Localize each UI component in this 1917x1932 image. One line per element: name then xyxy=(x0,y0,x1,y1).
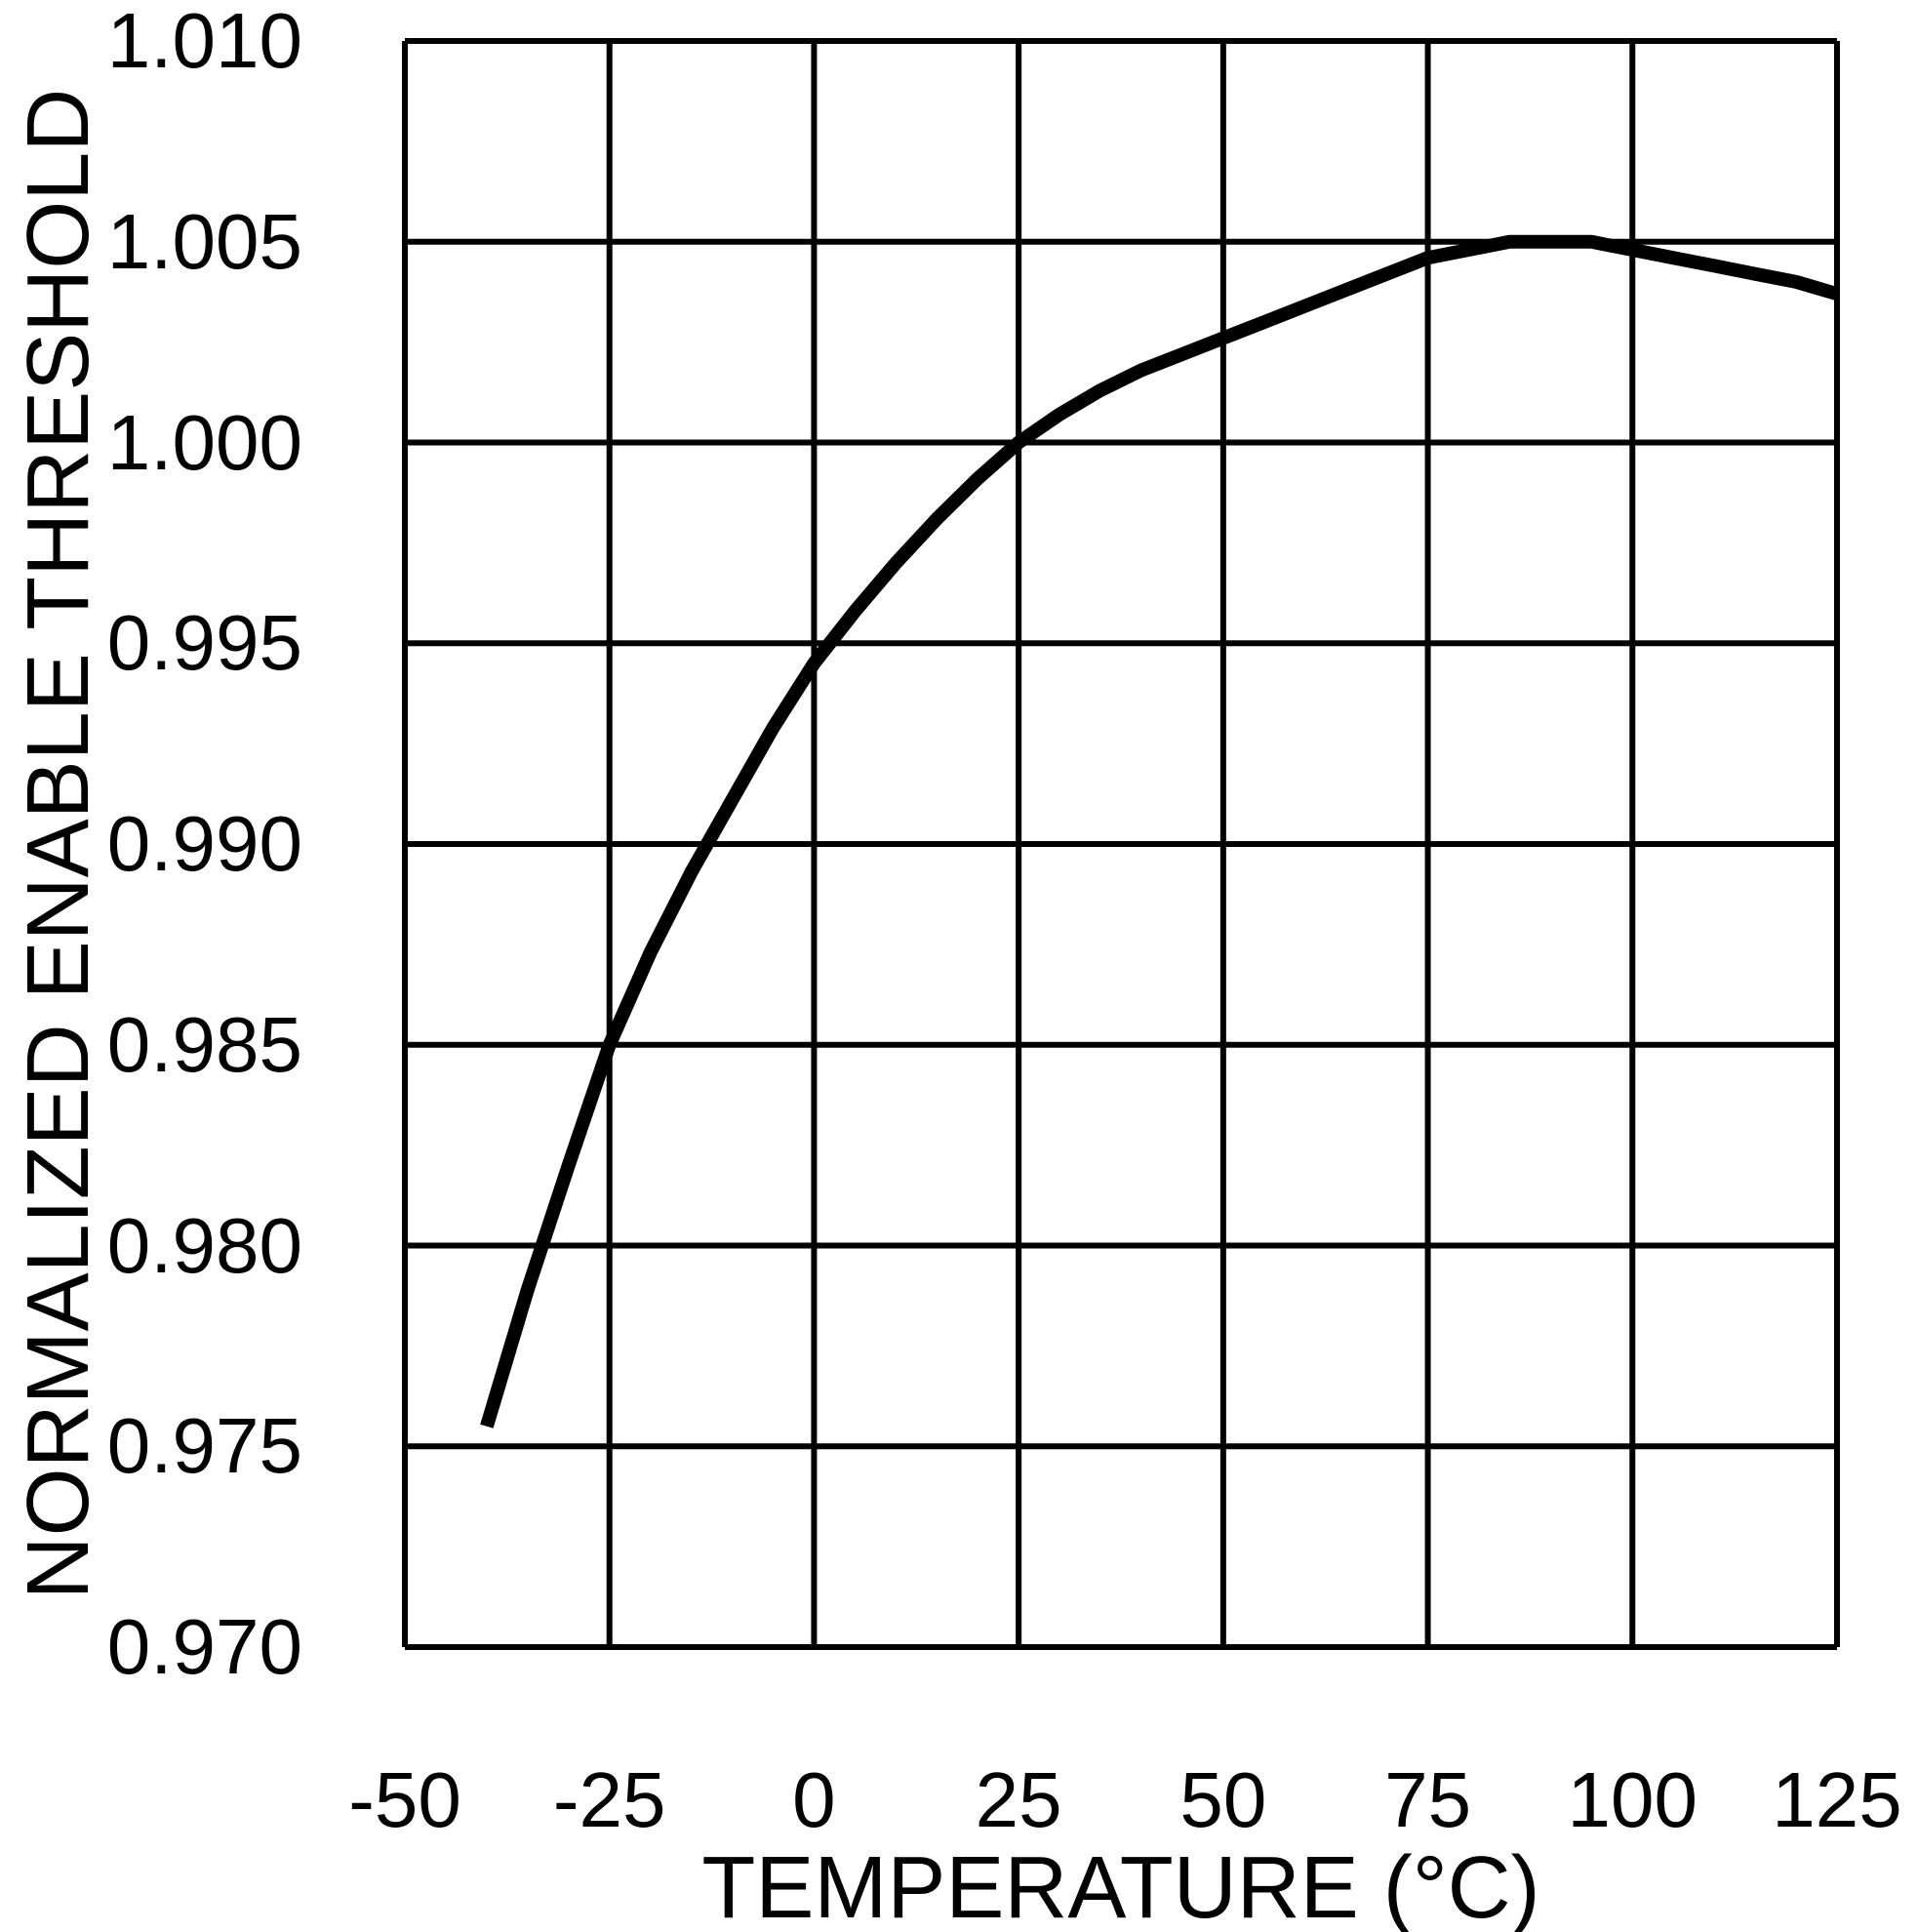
x-axis-title: TEMPERATURE (°C) xyxy=(701,1839,1540,1932)
y-tick-label: 0.990 xyxy=(106,800,302,887)
y-axis-tick-labels: 0.970 0.975 0.980 0.985 0.990 0.995 1.000 1.005… xyxy=(78,2,302,1686)
y-tick-label: 1.000 xyxy=(106,398,302,486)
threshold-curve xyxy=(480,234,1839,1429)
y-tick-label: 0.985 xyxy=(106,1000,302,1088)
y-tick-label: 1.010 xyxy=(106,0,302,84)
plot-area xyxy=(402,38,1840,1650)
x-tick-label: 100 xyxy=(1567,1756,1698,1843)
x-tick-label: 25 xyxy=(975,1756,1062,1843)
y-tick-label: 0.970 xyxy=(106,1603,302,1690)
y-tick-label: 0.980 xyxy=(106,1201,302,1289)
x-tick-label: 75 xyxy=(1384,1756,1472,1843)
x-tick-label: 0 xyxy=(792,1756,836,1843)
x-tick-label: 125 xyxy=(1772,1756,1902,1843)
x-tick-label: -50 xyxy=(348,1756,461,1843)
y-tick-label: 0.995 xyxy=(106,599,302,687)
y-tick-label: 0.975 xyxy=(106,1402,302,1490)
x-tick-label: 50 xyxy=(1179,1756,1267,1843)
plot-grid-and-curve xyxy=(402,38,1840,1650)
x-tick-label: -25 xyxy=(552,1756,666,1843)
x-axis-tick-labels: -50 -25 0 25 50 75 100 125 xyxy=(348,1747,1902,1854)
y-tick-label: 1.005 xyxy=(106,197,302,285)
